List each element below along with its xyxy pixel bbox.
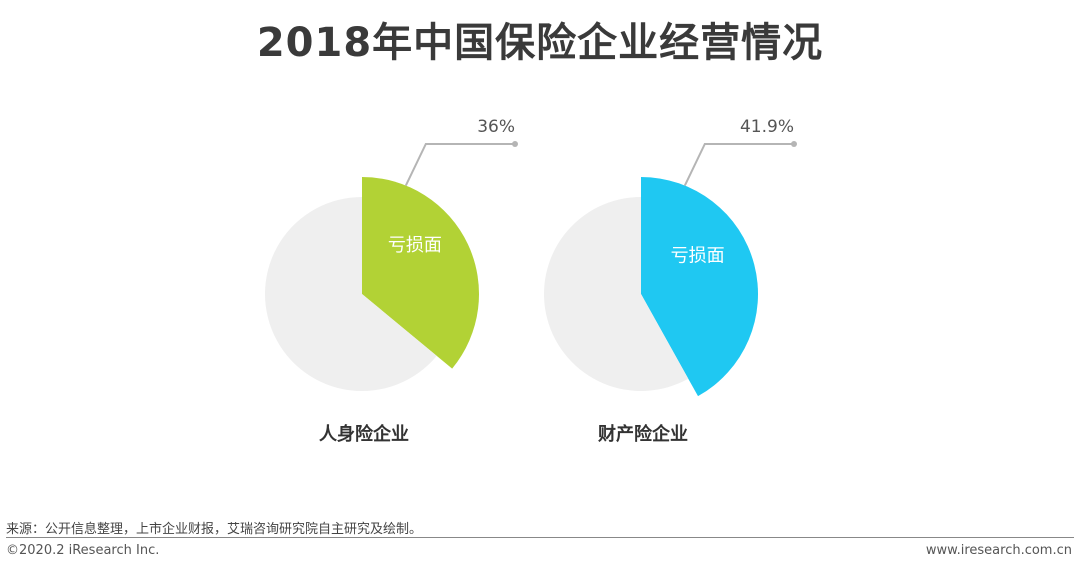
slice-label: 亏损面 [388, 235, 442, 256]
leader-line [683, 143, 794, 186]
pie-slice-highlight [362, 177, 479, 369]
pie-slice-highlight [641, 177, 759, 397]
chart-title: 2018年中国保险企业经营情况 [256, 20, 824, 66]
pie-slice-rest [544, 196, 689, 391]
pie-title: 财产险企业 [598, 423, 688, 445]
leader-line [404, 143, 515, 186]
website-link[interactable]: www.iresearch.com.cn [925, 543, 1072, 558]
copyright-text: ©2020.2 iResearch Inc. [6, 543, 160, 558]
slice-label: 亏损面 [671, 245, 725, 266]
pie-title: 人身险企业 [319, 423, 409, 445]
pie-charts: 亏损面 36% 人身险企业 亏损面 41.9% 财产险企业 [265, 117, 797, 445]
value-label: 41.9% [740, 117, 794, 137]
footer-divider [6, 537, 1074, 538]
source-note: 来源：公开信息整理，上市企业财报，艾瑞咨询研究院自主研究及绘制。 [6, 522, 423, 537]
pie-slice-rest [265, 197, 437, 391]
value-label: 36% [477, 117, 515, 137]
leader-dot [512, 141, 518, 147]
leader-dot [791, 141, 797, 147]
